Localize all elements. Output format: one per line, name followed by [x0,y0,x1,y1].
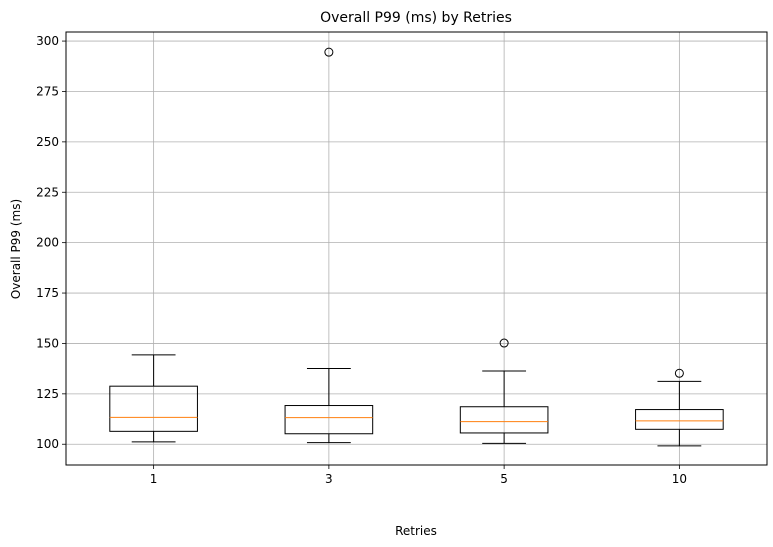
x-tick-label: 10 [672,472,687,486]
y-tick-label: 250 [36,135,59,149]
y-tick-label: 125 [36,387,59,401]
y-tick-label: 150 [36,336,59,350]
iqr-box [635,409,724,430]
outlier-point [324,47,334,57]
iqr-box [109,385,198,432]
y-tick-label: 275 [36,84,59,98]
plot-frame [65,31,768,466]
axes-layer: 100 125 150 175 200 225 250 275 300 1 3 5 10 [36,34,687,486]
iqr-box [459,406,549,434]
box-group-3 [284,47,374,444]
outlier-point [674,368,684,378]
y-tick-label: 300 [36,34,59,48]
y-axis-label: Overall P99 (ms) [9,199,23,299]
y-tick-label: 225 [36,185,59,199]
chart-title: Overall P99 (ms) by Retries [320,10,512,26]
iqr-box [284,405,374,435]
x-tick-label: 5 [500,472,508,486]
boxes-layer [109,47,724,447]
box-group-1 [109,354,198,443]
x-tick-label: 3 [325,472,333,486]
y-tick-label: 175 [36,286,59,300]
box-group-5 [459,338,549,444]
y-tick-label: 200 [36,236,59,250]
outlier-point [499,338,509,348]
x-tick-label: 1 [150,472,158,486]
x-axis-label: Retries [395,524,437,538]
y-tick-label: 100 [36,437,59,451]
box-group-10 [635,368,724,447]
